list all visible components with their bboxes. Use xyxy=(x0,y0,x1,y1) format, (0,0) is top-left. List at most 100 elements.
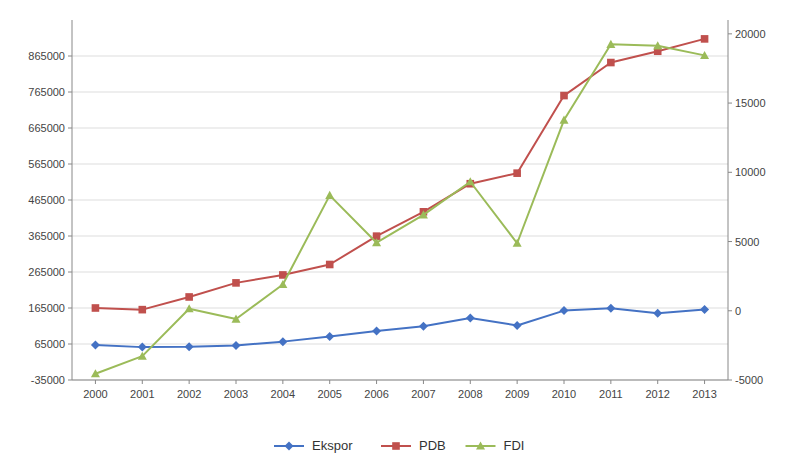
grid-line xyxy=(72,272,728,273)
x-axis-line xyxy=(72,380,728,381)
grid-line xyxy=(72,56,728,57)
point xyxy=(372,238,381,246)
x-tick-label: 2002 xyxy=(177,388,201,400)
y2-tick xyxy=(728,310,732,311)
point xyxy=(326,261,334,269)
x-tick-label: 2012 xyxy=(645,388,669,400)
x-tick-label: 2000 xyxy=(83,388,107,400)
point xyxy=(560,92,568,100)
x-tick xyxy=(470,380,471,384)
grid-line xyxy=(72,380,728,381)
point xyxy=(91,369,100,377)
y-axis-line xyxy=(72,20,73,380)
legend-label: PDB xyxy=(419,438,446,453)
series-line xyxy=(95,44,704,373)
point xyxy=(653,41,662,49)
y-tick-label: -35000 xyxy=(31,374,65,386)
y2-tick xyxy=(728,172,732,173)
y-tick xyxy=(68,92,72,93)
series-line xyxy=(95,39,704,310)
x-tick xyxy=(282,380,283,384)
point xyxy=(606,304,615,313)
point xyxy=(513,321,522,330)
y2-tick xyxy=(728,103,732,104)
point xyxy=(560,306,569,315)
x-tick xyxy=(236,380,237,384)
y-tick-label: 665000 xyxy=(28,122,65,134)
legend-marker xyxy=(285,442,294,451)
y-tick-label: 365000 xyxy=(28,230,65,242)
x-tick-label: 2009 xyxy=(505,388,529,400)
y-tick-label: 765000 xyxy=(28,86,65,98)
legend-label: Ekspor xyxy=(312,438,353,453)
y2-tick-label: 5000 xyxy=(735,236,759,248)
y-tick-label: 865000 xyxy=(28,50,65,62)
y2-tick-label: -5000 xyxy=(735,374,763,386)
y2-tick xyxy=(728,241,732,242)
point xyxy=(138,343,147,352)
point xyxy=(560,116,569,124)
chart: -350006500016500026500036500046500056500… xyxy=(0,0,800,472)
x-tick xyxy=(610,380,611,384)
x-tick-label: 2003 xyxy=(224,388,248,400)
point xyxy=(466,314,475,323)
grid-line xyxy=(72,236,728,237)
x-tick-label: 2013 xyxy=(692,388,716,400)
grid-line xyxy=(72,308,728,309)
point xyxy=(513,239,522,247)
point xyxy=(278,280,287,288)
x-tick-label: 2001 xyxy=(130,388,154,400)
y-tick xyxy=(68,236,72,237)
y-tick xyxy=(68,308,72,309)
point xyxy=(325,191,334,199)
y2-tick-label: 20000 xyxy=(735,28,766,40)
point xyxy=(232,315,241,323)
point xyxy=(92,304,100,312)
point xyxy=(419,322,428,331)
y-tick xyxy=(68,56,72,57)
y2-tick-label: 10000 xyxy=(735,166,766,178)
point xyxy=(606,40,615,48)
y-tick xyxy=(68,128,72,129)
point xyxy=(232,279,240,287)
legend-marker xyxy=(476,442,485,450)
grid-line xyxy=(72,164,728,165)
legend: EksporPDBFDI xyxy=(274,438,524,453)
point xyxy=(278,337,287,346)
point xyxy=(513,169,521,177)
point xyxy=(700,51,709,59)
x-tick xyxy=(517,380,518,384)
plot-area xyxy=(91,35,709,377)
x-tick xyxy=(142,380,143,384)
y-tick-label: 165000 xyxy=(28,302,65,314)
x-tick-label: 2011 xyxy=(599,388,623,400)
x-tick-label: 2008 xyxy=(458,388,482,400)
background xyxy=(0,0,800,472)
grid-line xyxy=(72,92,728,93)
point xyxy=(653,309,662,318)
y2-tick xyxy=(728,33,732,34)
legend-marker xyxy=(392,442,400,450)
x-tick xyxy=(423,380,424,384)
grid-line xyxy=(72,128,728,129)
x-tick xyxy=(564,380,565,384)
x-tick-label: 2006 xyxy=(364,388,388,400)
grid-line xyxy=(72,200,728,201)
x-tick-label: 2007 xyxy=(411,388,435,400)
x-tick xyxy=(95,380,96,384)
point xyxy=(372,327,381,336)
point xyxy=(232,341,241,350)
x-tick-label: 2010 xyxy=(552,388,576,400)
y2-axis-line xyxy=(728,20,729,380)
point xyxy=(138,352,147,360)
y-tick xyxy=(68,200,72,201)
y-tick-label: 65000 xyxy=(34,338,65,350)
point xyxy=(325,332,334,341)
point xyxy=(185,293,193,301)
y-tick xyxy=(68,344,72,345)
y2-tick xyxy=(728,380,732,381)
grid-line xyxy=(72,344,728,345)
point xyxy=(607,59,615,67)
point xyxy=(466,177,475,185)
point xyxy=(185,304,194,312)
